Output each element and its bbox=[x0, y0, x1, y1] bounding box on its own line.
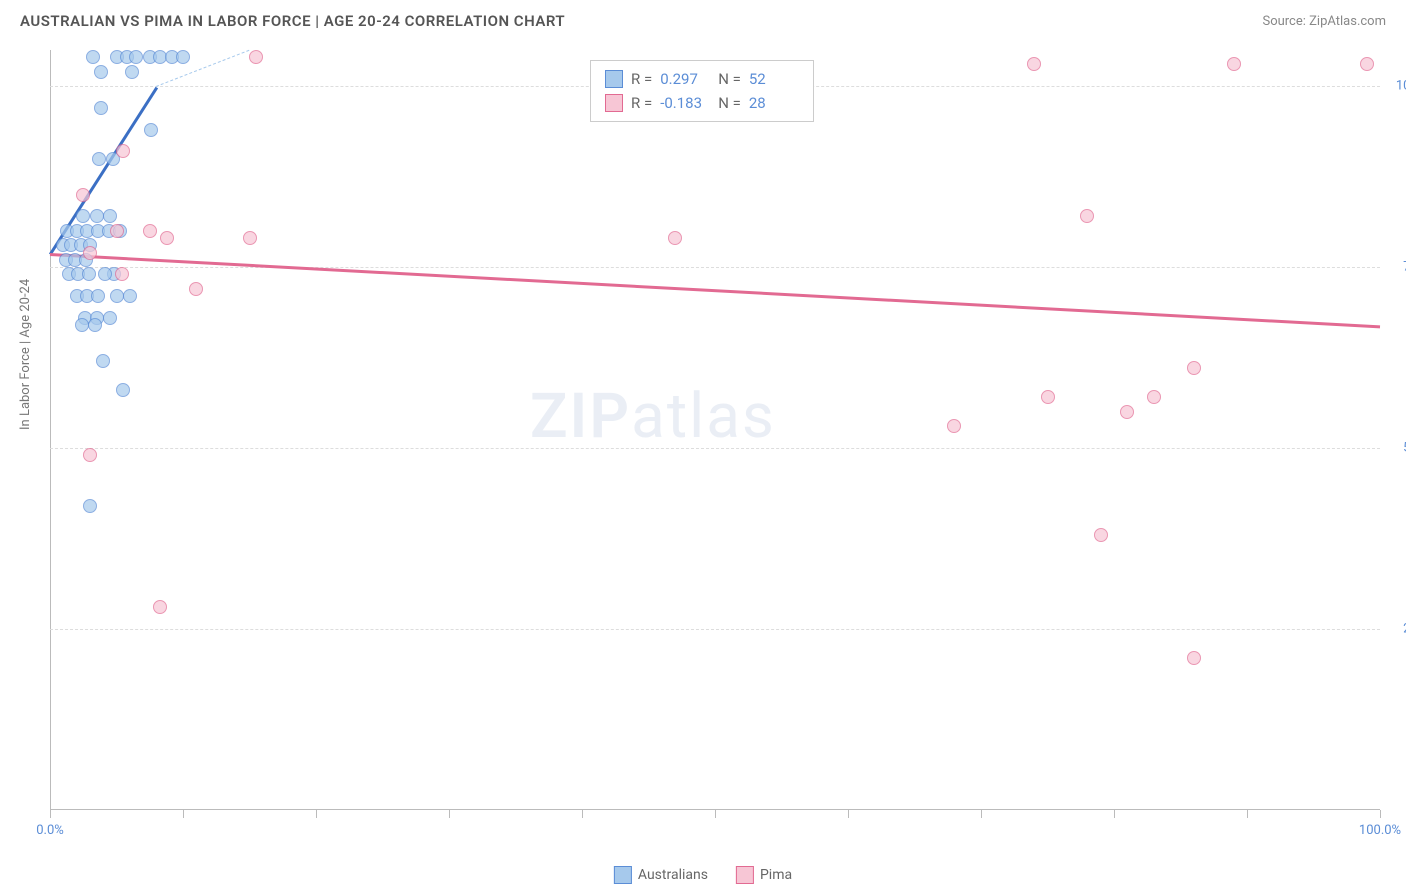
data-point bbox=[76, 188, 90, 202]
x-tick bbox=[183, 810, 184, 818]
data-point bbox=[243, 231, 257, 245]
data-point bbox=[1227, 57, 1241, 71]
data-point bbox=[1120, 405, 1134, 419]
data-point bbox=[1360, 57, 1374, 71]
gridline-h bbox=[50, 629, 1380, 630]
data-point bbox=[94, 101, 108, 115]
data-point bbox=[110, 224, 124, 238]
data-point bbox=[143, 224, 157, 238]
stat-n-label: N = bbox=[718, 67, 741, 91]
data-point bbox=[116, 383, 130, 397]
stat-r-value: -0.183 bbox=[660, 91, 710, 115]
data-point bbox=[176, 50, 190, 64]
x-tick-label: 0.0% bbox=[36, 823, 64, 838]
data-point bbox=[86, 50, 100, 64]
watermark: ZIPatlas bbox=[530, 380, 776, 453]
data-point bbox=[82, 267, 96, 281]
data-point bbox=[947, 419, 961, 433]
data-point bbox=[668, 231, 682, 245]
data-point bbox=[144, 123, 158, 137]
stat-n-label: N = bbox=[718, 91, 741, 115]
y-axis-line bbox=[50, 50, 51, 810]
data-point bbox=[83, 499, 97, 513]
data-point bbox=[83, 448, 97, 462]
x-tick bbox=[1380, 810, 1381, 818]
data-point bbox=[92, 152, 106, 166]
gridline-h bbox=[50, 267, 1380, 268]
data-point bbox=[1027, 57, 1041, 71]
stats-row: R = -0.183 N = 28 bbox=[605, 91, 799, 115]
data-point bbox=[116, 144, 130, 158]
data-point bbox=[160, 231, 174, 245]
stat-n-value: 52 bbox=[749, 67, 799, 91]
gridline-h bbox=[50, 448, 1380, 449]
stats-legend: R = 0.297 N = 52 R = -0.183 N = 28 bbox=[590, 60, 814, 122]
data-point bbox=[83, 246, 97, 260]
data-point bbox=[1041, 390, 1055, 404]
data-point bbox=[1094, 528, 1108, 542]
data-point bbox=[75, 318, 89, 332]
data-point bbox=[153, 600, 167, 614]
legend-label: Pima bbox=[760, 867, 792, 883]
x-tick-label: 100.0% bbox=[1359, 823, 1401, 838]
stat-r-label: R = bbox=[631, 91, 652, 115]
legend-swatch bbox=[736, 866, 754, 884]
data-point bbox=[1080, 209, 1094, 223]
legend-swatch bbox=[605, 94, 623, 112]
chart-title: AUSTRALIAN VS PIMA IN LABOR FORCE | AGE … bbox=[20, 12, 565, 30]
data-point bbox=[123, 289, 137, 303]
x-tick bbox=[50, 810, 51, 818]
data-point bbox=[115, 267, 129, 281]
legend-swatch bbox=[614, 866, 632, 884]
data-point bbox=[129, 50, 143, 64]
x-tick bbox=[848, 810, 849, 818]
stat-n-value: 28 bbox=[749, 91, 799, 115]
data-point bbox=[76, 209, 90, 223]
x-tick bbox=[1114, 810, 1115, 818]
x-tick bbox=[582, 810, 583, 818]
data-point bbox=[110, 289, 124, 303]
data-point bbox=[125, 65, 139, 79]
stats-row: R = 0.297 N = 52 bbox=[605, 67, 799, 91]
legend-item: Pima bbox=[736, 866, 792, 884]
data-point bbox=[1147, 390, 1161, 404]
data-point bbox=[1187, 651, 1201, 665]
source-label: Source: ZipAtlas.com bbox=[1262, 14, 1386, 29]
x-tick bbox=[1247, 810, 1248, 818]
legend-swatch bbox=[605, 70, 623, 88]
y-tick-label: 100.0% bbox=[1396, 79, 1406, 94]
legend-item: Australians bbox=[614, 866, 708, 884]
data-point bbox=[96, 354, 110, 368]
plot-area: ZIPatlas 25.0%50.0%75.0%100.0%0.0%100.0%… bbox=[50, 50, 1380, 810]
data-point bbox=[98, 267, 112, 281]
stat-r-value: 0.297 bbox=[660, 67, 710, 91]
data-point bbox=[94, 65, 108, 79]
x-tick bbox=[715, 810, 716, 818]
data-point bbox=[90, 209, 104, 223]
data-point bbox=[103, 311, 117, 325]
legend-label: Australians bbox=[638, 867, 708, 883]
x-tick bbox=[316, 810, 317, 818]
legend-bottom: Australians Pima bbox=[614, 866, 792, 884]
data-point bbox=[88, 318, 102, 332]
data-point bbox=[1187, 361, 1201, 375]
data-point bbox=[189, 282, 203, 296]
data-point bbox=[249, 50, 263, 64]
data-point bbox=[91, 289, 105, 303]
y-axis-label: In Labor Force | Age 20-24 bbox=[18, 279, 33, 430]
x-tick bbox=[449, 810, 450, 818]
stat-r-label: R = bbox=[631, 67, 652, 91]
x-tick bbox=[981, 810, 982, 818]
data-point bbox=[103, 209, 117, 223]
trend-line bbox=[50, 253, 1380, 328]
